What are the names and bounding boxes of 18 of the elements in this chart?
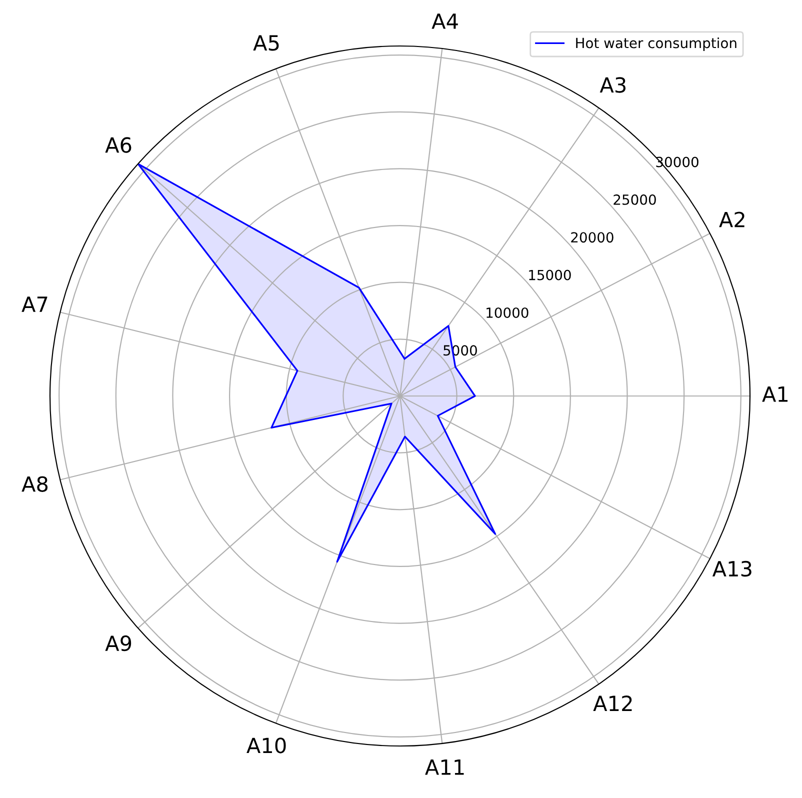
spoke-label: A7: [22, 296, 48, 312]
spoke-label: A4: [432, 14, 458, 29]
spoke-label: A5: [253, 35, 279, 51]
spoke-label: A8: [22, 476, 48, 492]
spoke-label: A2: [719, 212, 744, 228]
spoke-label: A11: [425, 760, 464, 775]
legend-label: Hot water consumption: [576, 38, 736, 51]
spoke-label: A10: [246, 738, 286, 754]
spoke-label: A3: [600, 77, 626, 93]
y-tick-label: 20000: [571, 232, 614, 243]
y-tick-label: 15000: [529, 270, 571, 280]
y-tick-label: 10000: [486, 307, 528, 318]
y-tick-label: 25000: [614, 194, 656, 205]
spoke-label: A1: [762, 386, 788, 402]
spoke-label: A6: [105, 137, 132, 153]
spoke-label: A12: [593, 695, 632, 711]
spoke-label: A13: [712, 560, 752, 577]
spoke-label: A9: [105, 635, 132, 652]
